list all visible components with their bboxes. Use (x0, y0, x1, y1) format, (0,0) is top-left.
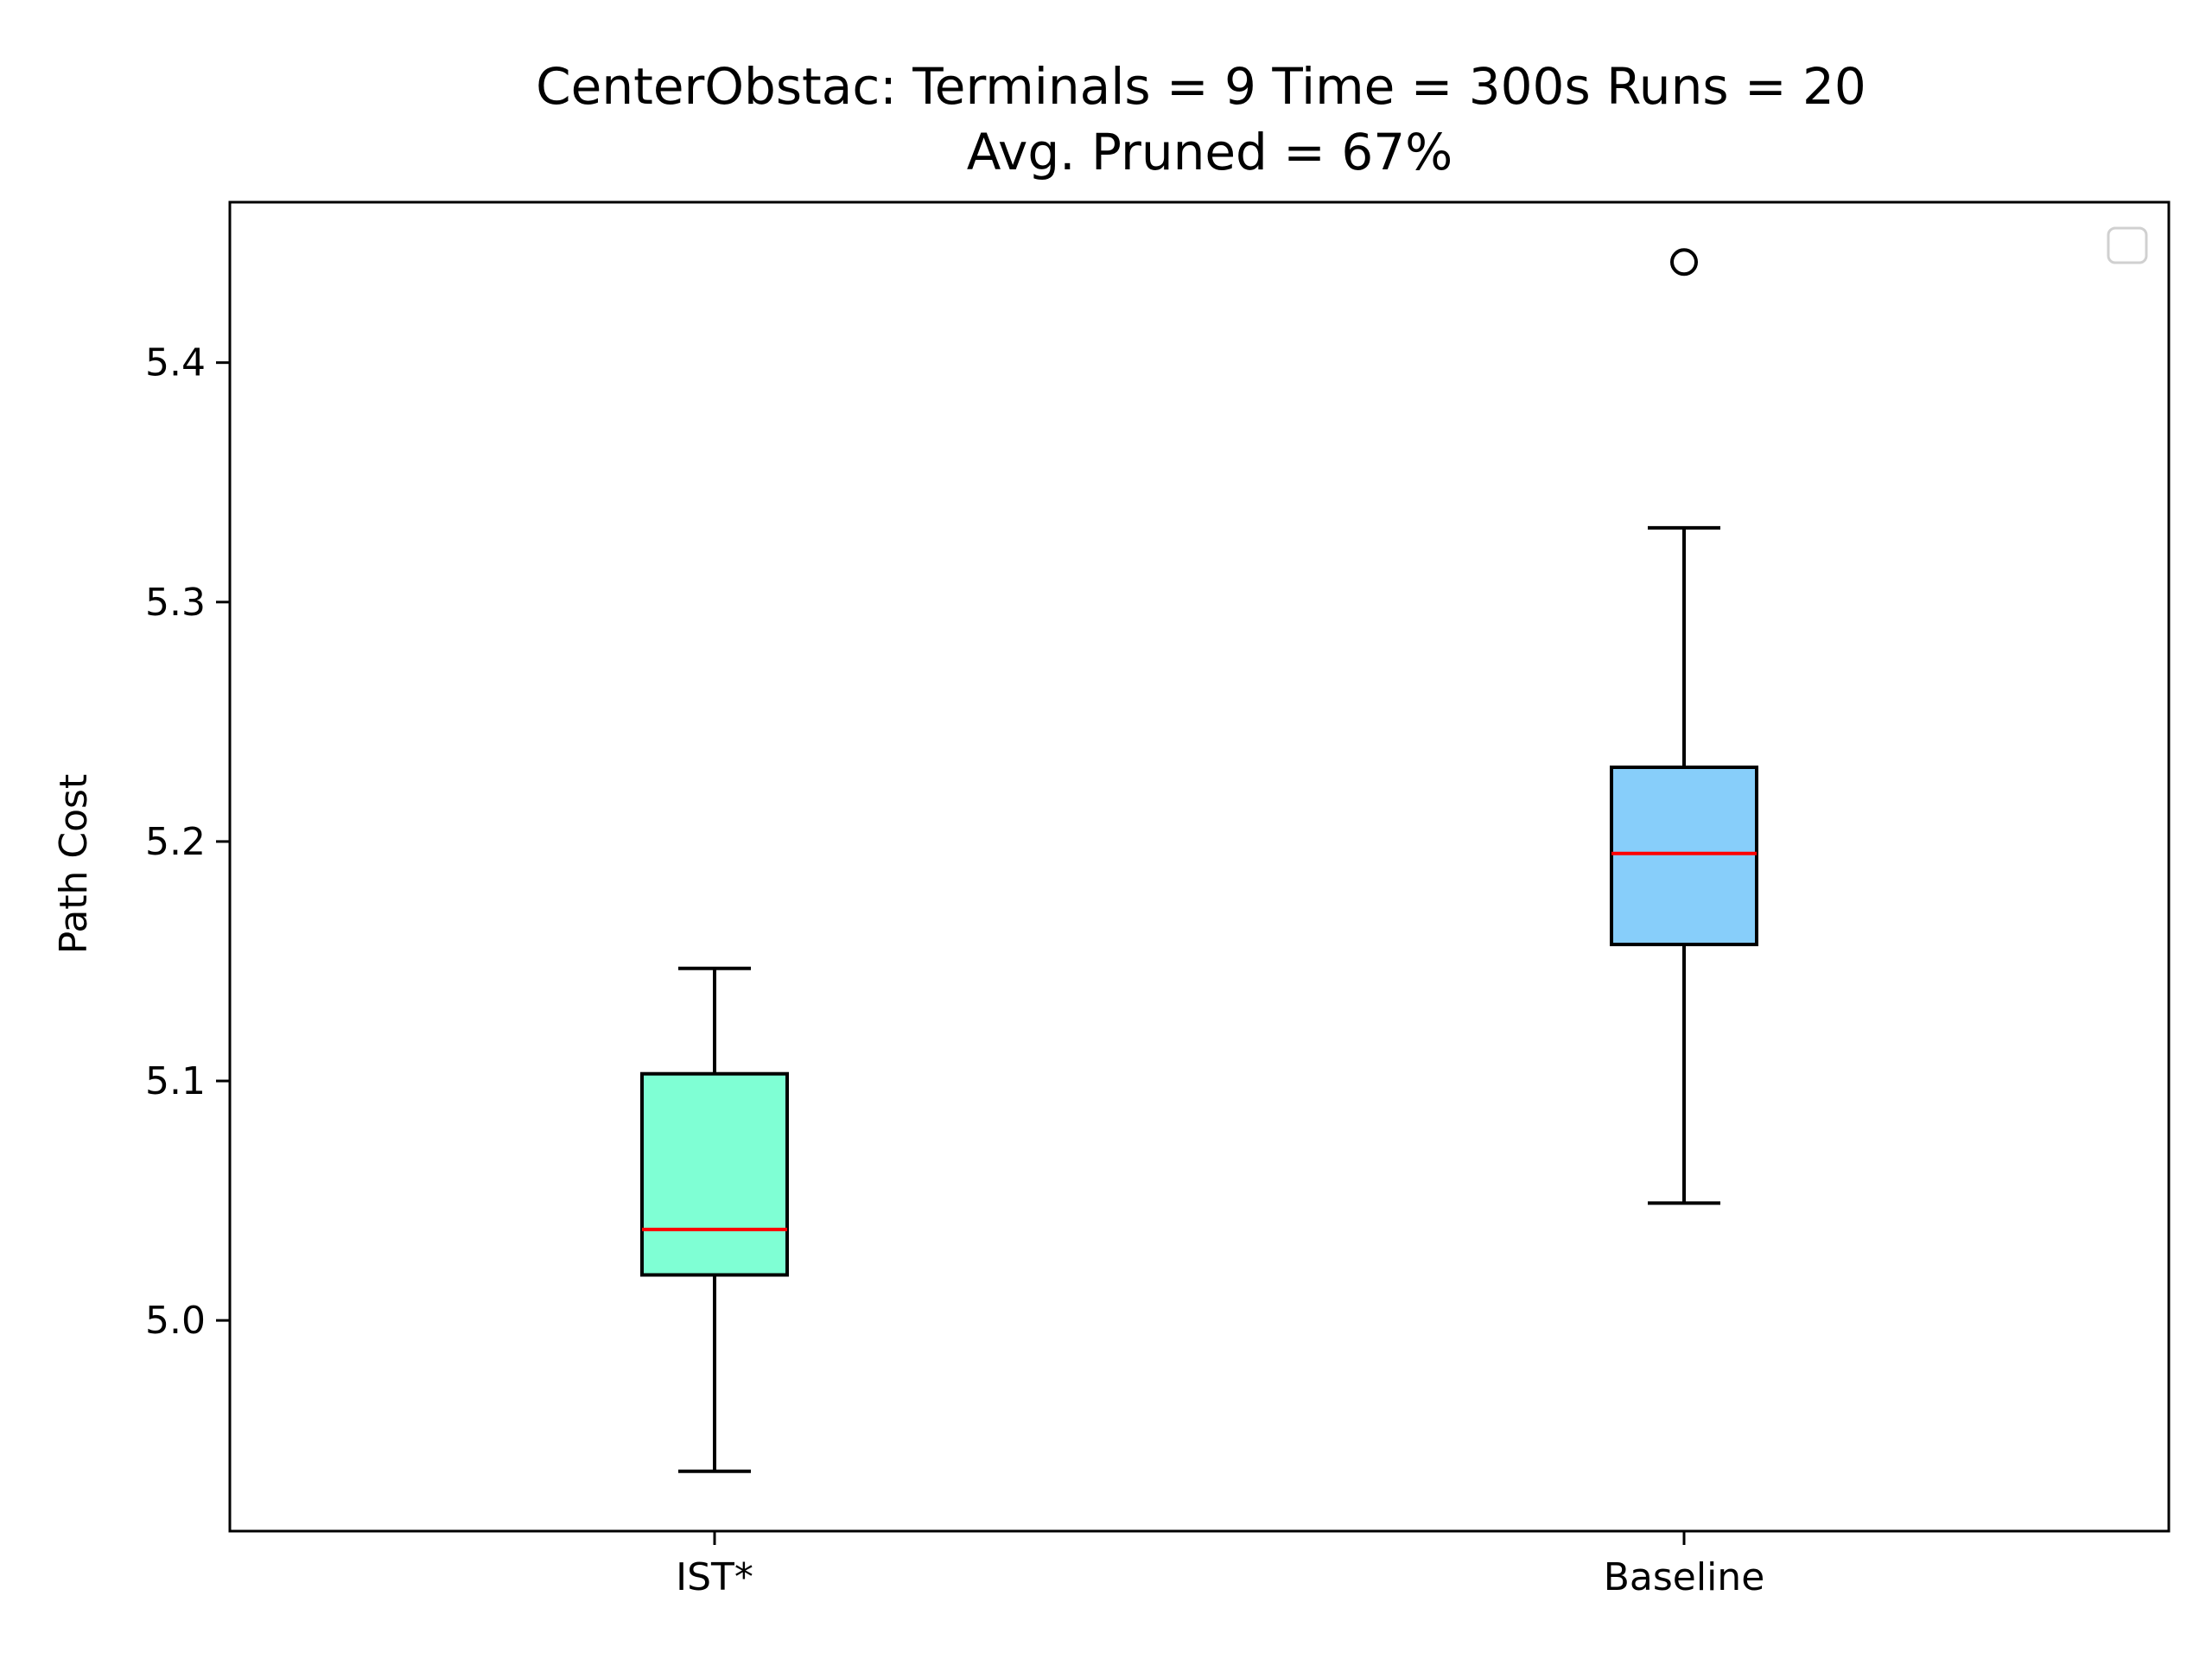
y-tick-label: 5.2 (145, 820, 206, 864)
y-tick-label: 5.1 (145, 1059, 206, 1103)
baseline-outlier (1670, 248, 1698, 276)
ist-box (640, 1071, 789, 1277)
x-tick-label: IST* (676, 1555, 753, 1599)
legend-box (2107, 226, 2148, 264)
title-line-1: CenterObstac: Terminals = 9 Time = 300s … (536, 57, 1866, 116)
x-tick-label: Baseline (1604, 1555, 1765, 1599)
title-line-2: Avg. Pruned = 67% (967, 123, 1453, 181)
baseline-box (1610, 765, 1758, 947)
plot-area: 5.0 5.1 5.2 5.3 5.4 IST* Baseline (145, 200, 2171, 1599)
y-tick-label: 5.3 (145, 581, 206, 625)
chart-title: CenterObstac: Terminals = 9 Time = 300s … (536, 57, 1866, 181)
y-tick-label: 5.4 (145, 341, 206, 385)
y-axis-label: Path Cost (52, 774, 96, 954)
axes-frame (228, 200, 2171, 1533)
y-tick-label: 5.0 (145, 1299, 206, 1343)
